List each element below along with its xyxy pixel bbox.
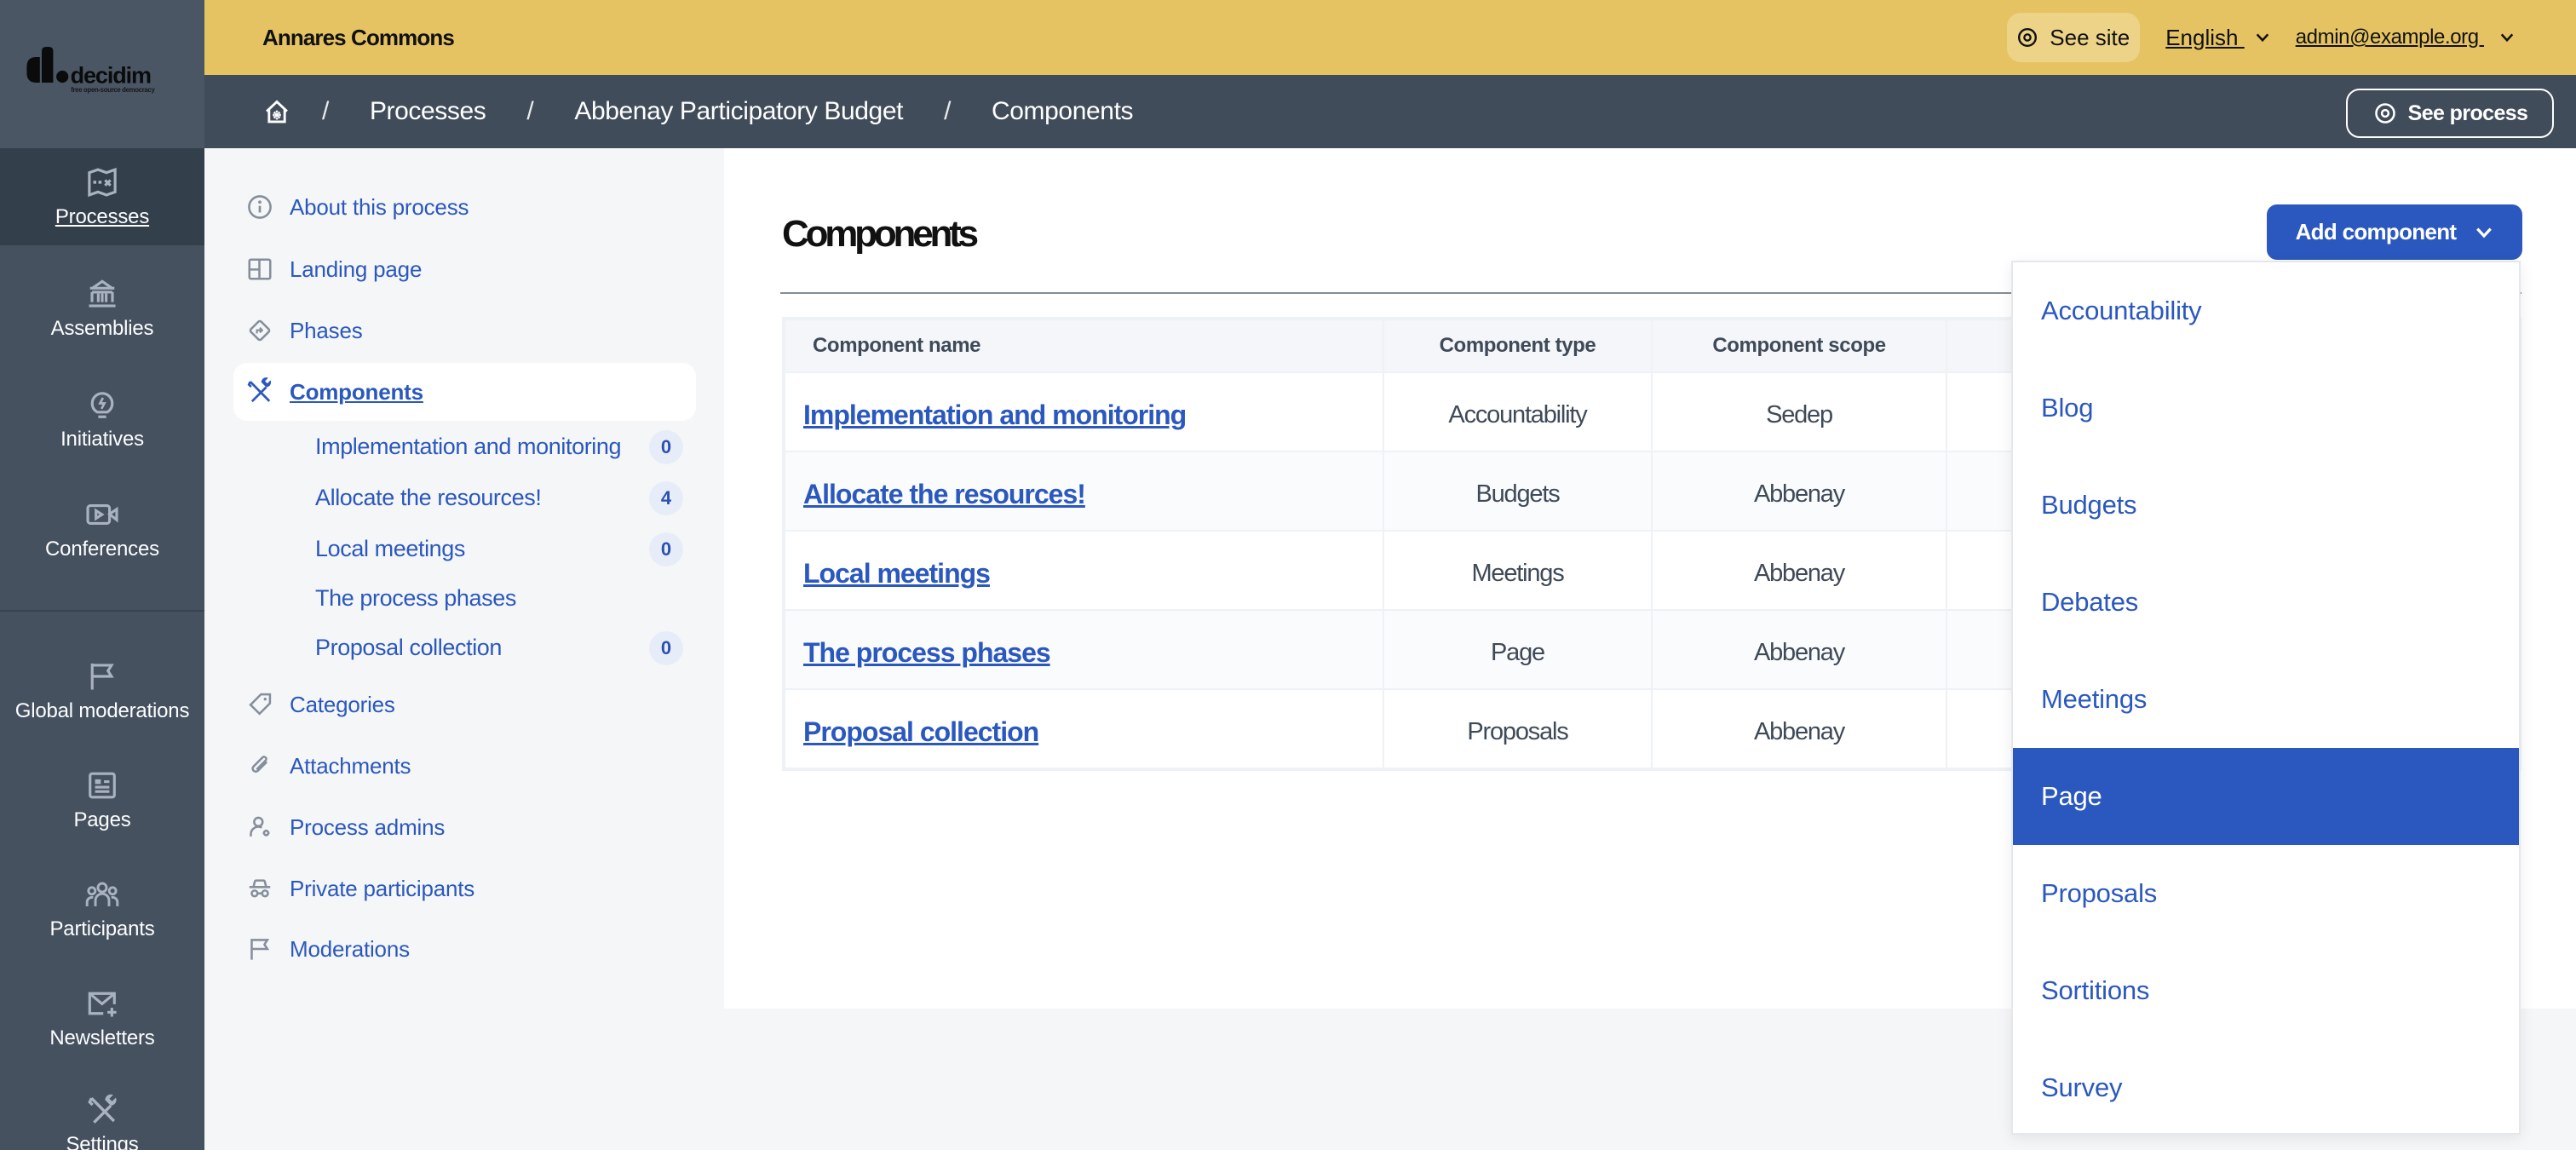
svg-text:free open-source democracy: free open-source democracy bbox=[71, 86, 155, 94]
svg-text:decidim: decidim bbox=[71, 62, 151, 88]
